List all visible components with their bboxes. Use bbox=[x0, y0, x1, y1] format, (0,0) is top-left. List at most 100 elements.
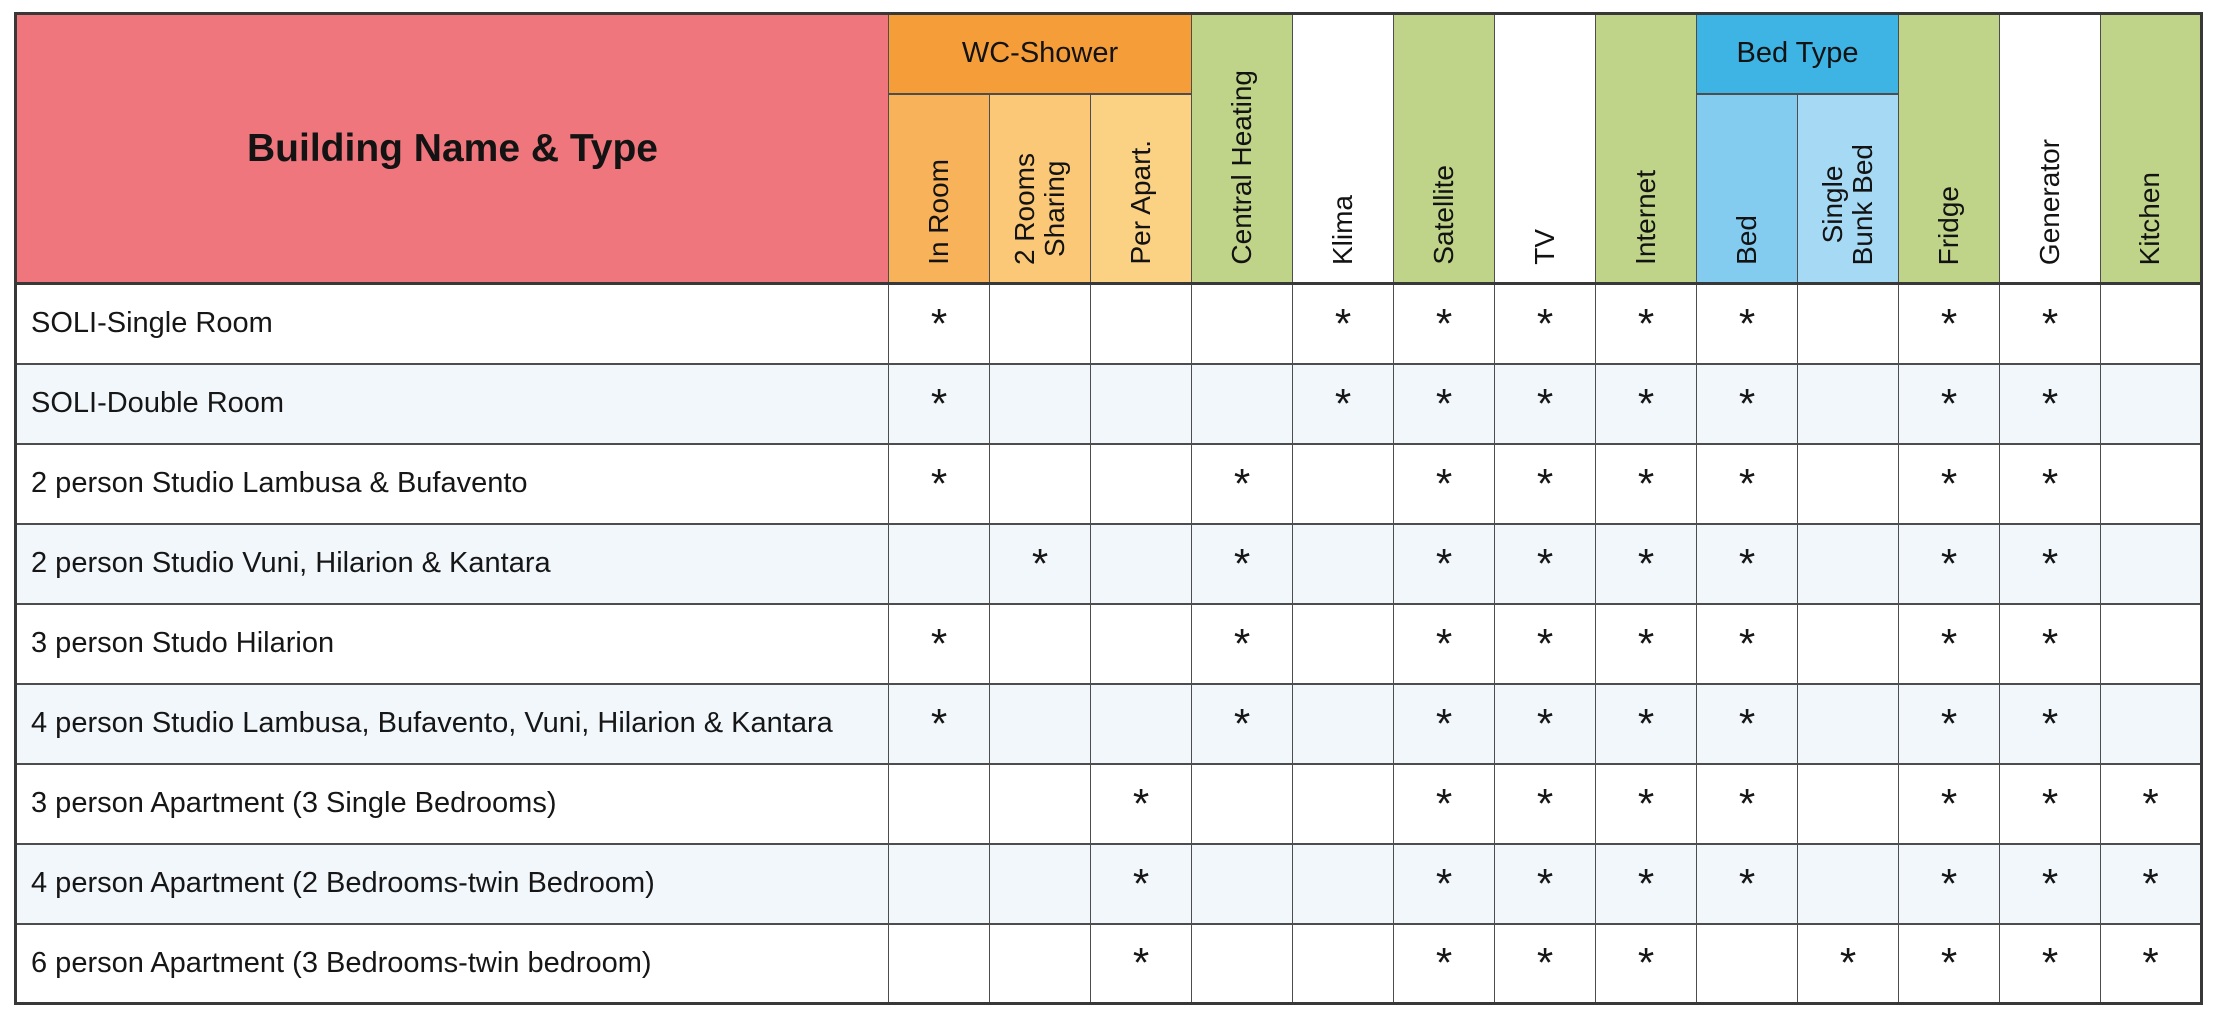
amenity-cell-bed: * bbox=[1696, 362, 1798, 445]
row-label: 4 person Studio Lambusa, Bufavento, Vuni… bbox=[15, 682, 889, 765]
header-sub-row: In Room 2 Rooms Sharing Per Apart. Bed Singl… bbox=[16, 93, 2202, 285]
amenity-cell-satellite: * bbox=[1393, 762, 1495, 845]
amenity-cell-central-heating bbox=[1191, 922, 1293, 1005]
amenity-cell-fridge: * bbox=[1898, 602, 2001, 685]
amenity-cell-central-heating: * bbox=[1191, 442, 1293, 525]
amenity-cell-klima bbox=[1292, 922, 1394, 1005]
amenity-cell-tv: * bbox=[1494, 602, 1596, 685]
amenity-cell-per-apart bbox=[1090, 602, 1192, 685]
amenity-cell-fridge: * bbox=[1898, 522, 2001, 605]
column-header-in-room: In Room bbox=[888, 93, 990, 285]
amenity-cell-tv: * bbox=[1494, 442, 1596, 525]
amenity-cell-2-rooms-sharing: * bbox=[989, 522, 1091, 605]
amenity-cell-klima: * bbox=[1292, 282, 1394, 365]
amenity-cell-2-rooms-sharing bbox=[989, 282, 1091, 365]
table-row: 2 person Studio Lambusa & Bufavento * * * * *… bbox=[15, 442, 2203, 525]
column-header-label: TV bbox=[1528, 229, 1560, 265]
column-header-2-rooms-sharing: 2 Rooms Sharing bbox=[989, 93, 1091, 285]
amenity-cell-internet: * bbox=[1595, 922, 1697, 1005]
amenity-cell-per-apart: * bbox=[1090, 842, 1192, 925]
amenity-cell-tv: * bbox=[1494, 762, 1596, 845]
amenity-cell-generator: * bbox=[1999, 842, 2102, 925]
amenity-cell-generator: * bbox=[1999, 522, 2102, 605]
column-header-label: 2 Rooms Sharing bbox=[1008, 152, 1070, 265]
amenity-cell-fridge: * bbox=[1898, 282, 2001, 365]
column-header-kitchen: Kitchen bbox=[2100, 13, 2203, 285]
amenity-cell-fridge: * bbox=[1898, 442, 2001, 525]
amenity-cell-satellite: * bbox=[1393, 362, 1495, 445]
amenity-cell-bed: * bbox=[1696, 602, 1798, 685]
amenity-cell-bed bbox=[1696, 922, 1798, 1005]
amenity-cell-single-bunk-bed bbox=[1796, 362, 1900, 445]
amenity-cell-satellite: * bbox=[1393, 602, 1495, 685]
amenity-cell-klima bbox=[1292, 842, 1394, 925]
amenity-cell-in-room bbox=[888, 922, 990, 1005]
amenity-cell-satellite: * bbox=[1393, 682, 1495, 765]
amenity-cell-2-rooms-sharing bbox=[989, 602, 1091, 685]
column-header-label: Generator bbox=[2033, 138, 2065, 265]
column-header-internet: Internet bbox=[1595, 13, 1697, 285]
amenity-cell-generator: * bbox=[1999, 442, 2102, 525]
amenity-cell-kitchen bbox=[2100, 362, 2203, 445]
column-header-central-heating: Central Heating bbox=[1191, 13, 1293, 285]
amenity-cell-fridge: * bbox=[1898, 362, 2001, 445]
table-body: SOLI-Single Room * * * * * * * * SOLI-Double Room… bbox=[15, 282, 2203, 1005]
amenity-cell-klima bbox=[1292, 682, 1394, 765]
amenity-cell-per-apart bbox=[1090, 282, 1192, 365]
column-header-bed: Bed bbox=[1696, 93, 1798, 285]
amenity-cell-satellite: * bbox=[1393, 442, 1495, 525]
column-header-label: Kitchen bbox=[2134, 171, 2166, 265]
amenity-cell-2-rooms-sharing bbox=[989, 362, 1091, 445]
amenity-cell-2-rooms-sharing bbox=[989, 842, 1091, 925]
amenity-cell-klima bbox=[1292, 522, 1394, 605]
column-header-tv: TV bbox=[1494, 13, 1596, 285]
amenity-cell-internet: * bbox=[1595, 522, 1697, 605]
row-label: 2 person Studio Vuni, Hilarion & Kantara bbox=[15, 522, 889, 605]
amenity-cell-fridge: * bbox=[1898, 682, 2001, 765]
amenity-cell-satellite: * bbox=[1393, 842, 1495, 925]
amenity-cell-central-heating bbox=[1191, 842, 1293, 925]
header-group-row: Building Name & Type WC-Shower Central Hea… bbox=[15, 13, 2203, 285]
amenity-cell-internet: * bbox=[1595, 602, 1697, 685]
amenity-cell-in-room: * bbox=[888, 362, 990, 445]
amenity-cell-internet: * bbox=[1595, 842, 1697, 925]
column-header-label: Internet bbox=[1629, 170, 1661, 265]
amenity-cell-fridge: * bbox=[1898, 842, 2001, 925]
table-row: 3 person Apartment (3 Single Bedrooms) * *… bbox=[15, 762, 2203, 845]
column-header-fridge: Fridge bbox=[1898, 13, 2001, 285]
amenity-cell-in-room bbox=[888, 842, 990, 925]
corner-header: Building Name & Type bbox=[15, 13, 889, 285]
table-row: 3 person Studo Hilarion * * * * * * * * bbox=[15, 602, 2203, 685]
amenity-cell-in-room bbox=[888, 762, 990, 845]
amenity-cell-internet: * bbox=[1595, 282, 1697, 365]
column-header-label: Central Heating bbox=[1225, 70, 1257, 265]
column-header-label: Bed bbox=[1730, 215, 1762, 265]
amenity-cell-per-apart bbox=[1090, 442, 1192, 525]
amenity-cell-2-rooms-sharing bbox=[989, 922, 1091, 1005]
column-header-per-apart: Per Apart. bbox=[1090, 93, 1192, 285]
row-label: SOLI-Single Room bbox=[15, 282, 889, 365]
amenity-cell-per-apart bbox=[1090, 682, 1192, 765]
amenity-cell-kitchen bbox=[2100, 602, 2203, 685]
amenity-cell-internet: * bbox=[1595, 362, 1697, 445]
amenity-cell-bed: * bbox=[1696, 842, 1798, 925]
column-header-label: Klima bbox=[1326, 194, 1358, 265]
column-header-label: Single Bunk Bed bbox=[1816, 143, 1878, 265]
column-header-label: Per Apart. bbox=[1124, 140, 1156, 265]
amenity-cell-kitchen: * bbox=[2100, 922, 2203, 1005]
column-header-satellite: Satellite bbox=[1393, 13, 1495, 285]
amenity-cell-fridge: * bbox=[1898, 762, 2001, 845]
row-label: 3 person Studo Hilarion bbox=[15, 602, 889, 685]
amenity-cell-single-bunk-bed bbox=[1796, 282, 1900, 365]
amenity-cell-single-bunk-bed bbox=[1796, 442, 1900, 525]
amenity-cell-tv: * bbox=[1494, 522, 1596, 605]
amenity-cell-internet: * bbox=[1595, 762, 1697, 845]
amenity-cell-single-bunk-bed bbox=[1796, 682, 1900, 765]
amenity-cell-tv: * bbox=[1494, 282, 1596, 365]
amenity-cell-kitchen bbox=[2100, 282, 2203, 365]
amenities-table: Building Name & Type WC-Shower Central Hea… bbox=[14, 12, 2204, 1005]
amenity-cell-tv: * bbox=[1494, 362, 1596, 445]
row-label: SOLI-Double Room bbox=[15, 362, 889, 445]
amenity-cell-single-bunk-bed bbox=[1796, 842, 1900, 925]
